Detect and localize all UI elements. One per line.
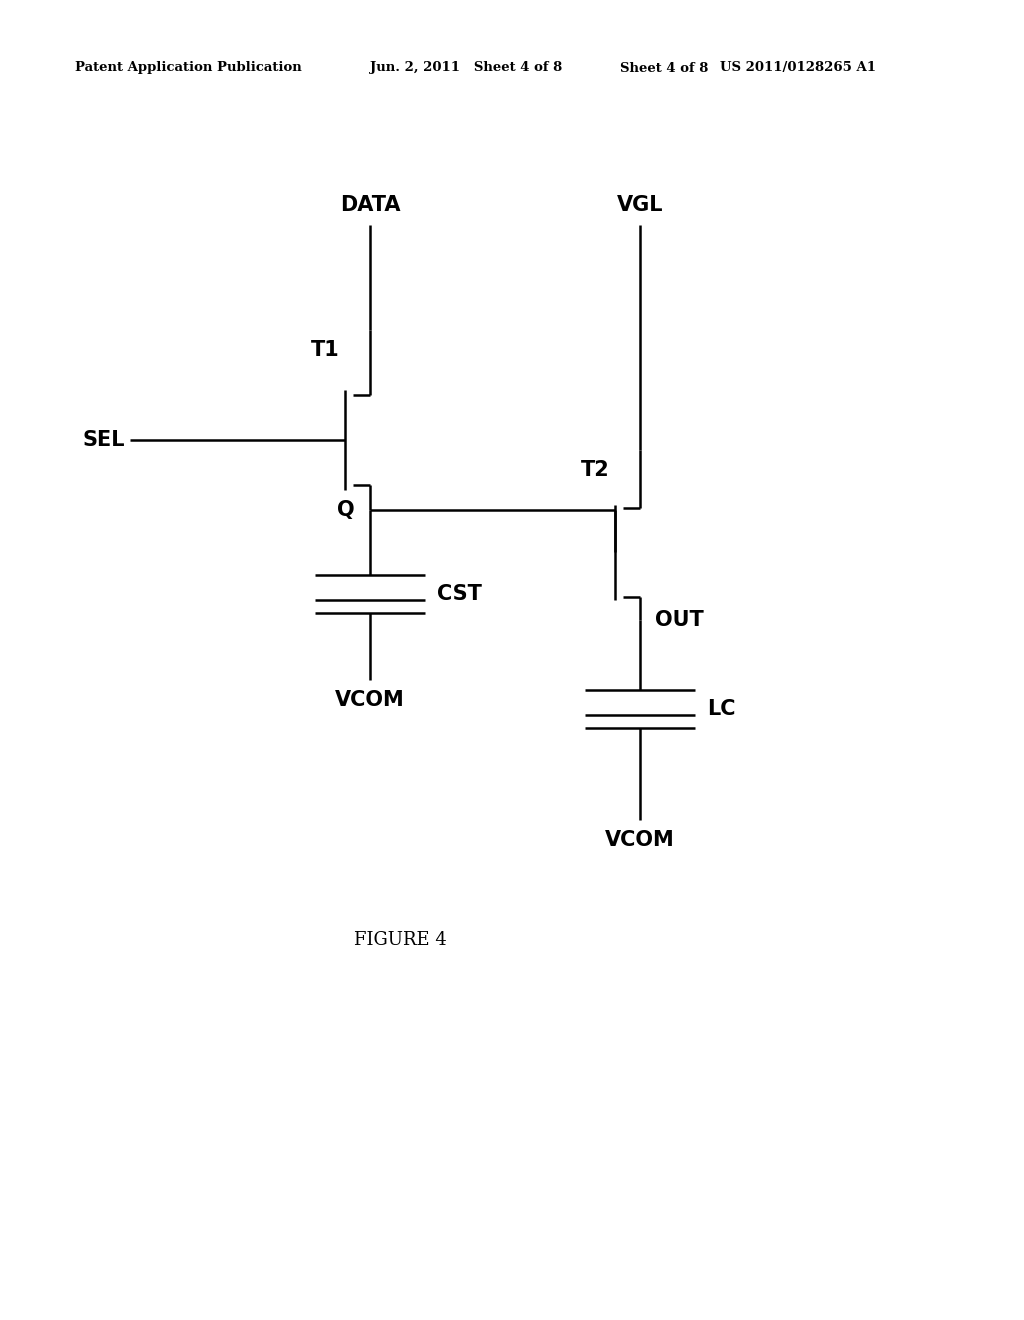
Text: SEL: SEL	[83, 430, 125, 450]
Text: DATA: DATA	[340, 195, 400, 215]
Text: US 2011/0128265 A1: US 2011/0128265 A1	[720, 62, 876, 74]
Text: Patent Application Publication: Patent Application Publication	[75, 62, 302, 74]
Text: Sheet 4 of 8: Sheet 4 of 8	[620, 62, 709, 74]
Text: T1: T1	[311, 341, 340, 360]
Text: CST: CST	[437, 583, 482, 605]
Text: LC: LC	[707, 700, 735, 719]
Text: Jun. 2, 2011   Sheet 4 of 8: Jun. 2, 2011 Sheet 4 of 8	[370, 62, 562, 74]
Text: T2: T2	[582, 459, 610, 480]
Text: VCOM: VCOM	[335, 690, 404, 710]
Text: FIGURE 4: FIGURE 4	[353, 931, 446, 949]
Text: VGL: VGL	[616, 195, 664, 215]
Text: VCOM: VCOM	[605, 830, 675, 850]
Text: OUT: OUT	[655, 610, 703, 630]
Text: Q: Q	[337, 500, 355, 520]
